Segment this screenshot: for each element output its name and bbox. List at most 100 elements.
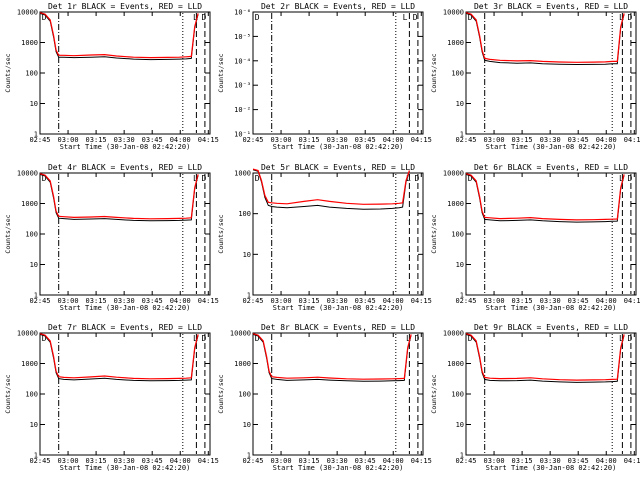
x-tick-label: 03:45 — [142, 457, 163, 465]
plot-frame — [465, 172, 637, 296]
y-tick-label: 10000 — [443, 330, 464, 338]
x-tick-label: 03:15 — [299, 136, 320, 144]
panel-title: Det 1r BLACK = Events, RED = LLD — [48, 2, 202, 11]
y-tick-label: 1000 — [21, 200, 38, 208]
y-tick-label: 10⁻³ — [234, 82, 251, 90]
x-tick-label: 03:15 — [299, 457, 320, 465]
y-tick-label: 1000 — [447, 39, 464, 47]
y-tick-label: 100 — [451, 231, 464, 239]
x-tick-label: 03:45 — [355, 136, 376, 144]
event-marker: D — [415, 334, 420, 343]
series-lld — [252, 333, 412, 380]
y-axis-label: Counts/sec — [4, 374, 12, 413]
y-tick-label: 100 — [25, 231, 38, 239]
x-tick-label: 03:00 — [58, 457, 79, 465]
y-tick-label: 1 — [460, 131, 464, 139]
panel-title: Det 5r BLACK = Events, RED = LLD — [261, 163, 415, 172]
x-tick-label: 02:45 — [455, 457, 476, 465]
y-tick-label: 10 — [456, 261, 464, 269]
plot-frame — [39, 172, 211, 296]
series-lld — [39, 173, 199, 220]
series-events — [465, 12, 625, 66]
y-tick-label: 1 — [34, 131, 38, 139]
x-tick-label: 02:45 — [455, 297, 476, 305]
event-marker: D — [255, 13, 260, 22]
y-tick-label: 1 — [34, 292, 38, 300]
y-axis-label: Counts/sec — [217, 374, 225, 413]
x-axis-label: Start Time (30-Jan-08 02:42:20) — [486, 464, 617, 472]
event-marker: L — [403, 13, 408, 22]
x-tick-label: 03:00 — [484, 297, 505, 305]
x-tick-label: 03:00 — [271, 457, 292, 465]
plot-frame — [252, 332, 424, 456]
y-axis-label: Counts/sec — [430, 214, 438, 253]
panel-det5: Det 5r BLACK = Events, RED = LLD 1 10 100 10… — [217, 163, 432, 312]
x-tick-label: 03:30 — [540, 297, 561, 305]
plot-frame — [39, 332, 211, 456]
y-tick-label: 100 — [451, 70, 464, 78]
y-tick-label: 10 — [456, 100, 464, 108]
x-tick-label: 03:15 — [512, 136, 533, 144]
x-tick-label: 04:00 — [596, 297, 617, 305]
x-tick-label: 03:30 — [114, 297, 135, 305]
event-marker: L — [619, 174, 624, 183]
y-tick-label: 1000 — [447, 200, 464, 208]
x-tick-label: 04:15 — [624, 136, 640, 144]
plot-frame — [465, 11, 637, 135]
x-tick-label: 03:30 — [114, 457, 135, 465]
event-marker: D — [202, 334, 207, 343]
x-tick-label: 03:45 — [142, 136, 163, 144]
y-axis-label: Counts/sec — [430, 53, 438, 92]
event-marker: D — [415, 174, 420, 183]
plot-frame — [252, 172, 424, 296]
panel-det2: Det 2r BLACK = Events, RED = LLD 10⁻⁶ 10⁻⁵… — [217, 2, 432, 151]
y-tick-label: 10 — [243, 421, 251, 429]
panel-det6: Det 6r BLACK = Events, RED = LLD 1 10 100 10… — [430, 163, 640, 312]
x-axis-label: Start Time (30-Jan-08 02:42:20) — [60, 143, 191, 151]
series-lld — [465, 333, 625, 381]
plot-frame — [252, 11, 424, 135]
y-tick-label: 10⁻⁵ — [234, 33, 251, 41]
y-tick-label: 100 — [238, 391, 251, 399]
x-tick-label: 03:15 — [86, 457, 107, 465]
series-events — [252, 169, 410, 210]
series-lld — [39, 12, 199, 59]
x-tick-label: 03:45 — [142, 297, 163, 305]
y-tick-label: 1000 — [447, 360, 464, 368]
y-tick-label: 1 — [460, 292, 464, 300]
x-tick-label: 04:00 — [170, 297, 191, 305]
x-tick-label: 02:45 — [455, 136, 476, 144]
event-marker: D — [413, 13, 418, 22]
x-axis-label: Start Time (30-Jan-08 02:42:20) — [273, 304, 404, 312]
panel-title: Det 6r BLACK = Events, RED = LLD — [474, 163, 628, 172]
x-tick-label: 02:45 — [29, 136, 50, 144]
y-tick-label: 10 — [30, 100, 38, 108]
panel-det1: Det 1r BLACK = Events, RED = LLD 1 10 100 10… — [4, 2, 219, 151]
series-lld — [39, 333, 199, 380]
event-marker: L — [193, 174, 198, 183]
x-tick-label: 03:00 — [271, 136, 292, 144]
x-axis-label: Start Time (30-Jan-08 02:42:20) — [486, 304, 617, 312]
series-events — [39, 333, 199, 382]
x-tick-label: 04:00 — [170, 457, 191, 465]
x-axis-label: Start Time (30-Jan-08 02:42:20) — [273, 143, 404, 151]
plot-frame — [465, 332, 637, 456]
x-tick-label: 04:15 — [411, 297, 432, 305]
event-marker: L — [619, 13, 624, 22]
y-axis-label: Counts/sec — [217, 214, 225, 253]
x-axis-label: Start Time (30-Jan-08 02:42:20) — [60, 304, 191, 312]
y-axis-label: Counts/sec — [4, 53, 12, 92]
series-lld — [465, 173, 625, 221]
x-tick-label: 02:45 — [242, 457, 263, 465]
y-tick-label: 10000 — [17, 330, 38, 338]
event-marker: D — [255, 174, 260, 183]
series-events — [465, 333, 625, 383]
event-marker: D — [255, 334, 260, 343]
y-tick-label: 1000 — [234, 360, 251, 368]
x-tick-label: 03:15 — [299, 297, 320, 305]
x-tick-label: 04:15 — [624, 297, 640, 305]
y-tick-label: 10⁻⁶ — [234, 9, 251, 17]
x-tick-label: 03:45 — [568, 297, 589, 305]
x-tick-label: 03:15 — [512, 297, 533, 305]
x-tick-label: 03:30 — [327, 297, 348, 305]
